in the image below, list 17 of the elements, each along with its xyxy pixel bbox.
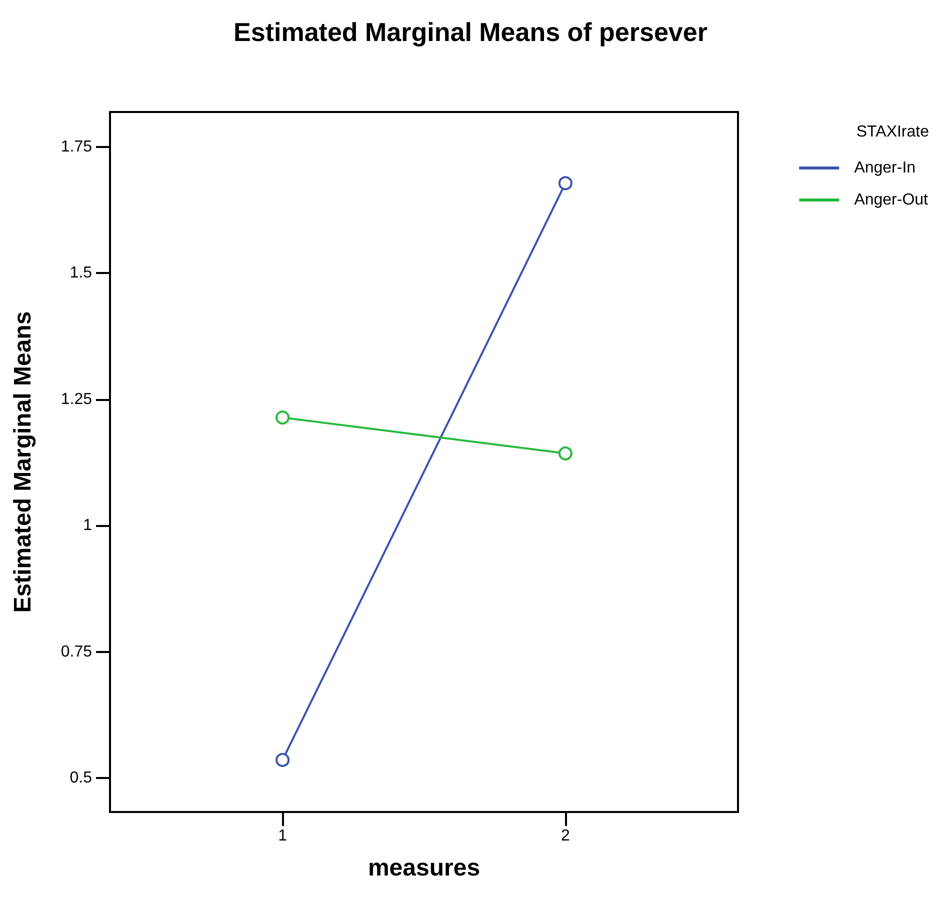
point bbox=[276, 752, 290, 767]
y-tick-label: 1.5 bbox=[70, 264, 92, 282]
y-tick-label: 1 bbox=[83, 517, 92, 534]
y-tick-label: 1.75 bbox=[60, 138, 92, 156]
legend-title: STAXIrate bbox=[856, 124, 930, 140]
y-tick-label: 0.5 bbox=[70, 770, 92, 787]
y-tick-label: 0.75 bbox=[60, 643, 92, 660]
legend-label: Anger-In bbox=[854, 160, 916, 176]
point bbox=[276, 410, 290, 425]
x-axis-title: measures bbox=[368, 854, 480, 882]
legend-label: Anger-Out bbox=[854, 192, 929, 208]
point bbox=[558, 446, 572, 460]
chart-title: Estimated Marginal Means of persever bbox=[234, 17, 708, 47]
y-tick-label: 1.25 bbox=[60, 390, 92, 408]
x-tick-label: 2 bbox=[560, 828, 570, 844]
point bbox=[558, 176, 572, 190]
y-axis-title: Estimated Marginal Means bbox=[10, 311, 36, 613]
